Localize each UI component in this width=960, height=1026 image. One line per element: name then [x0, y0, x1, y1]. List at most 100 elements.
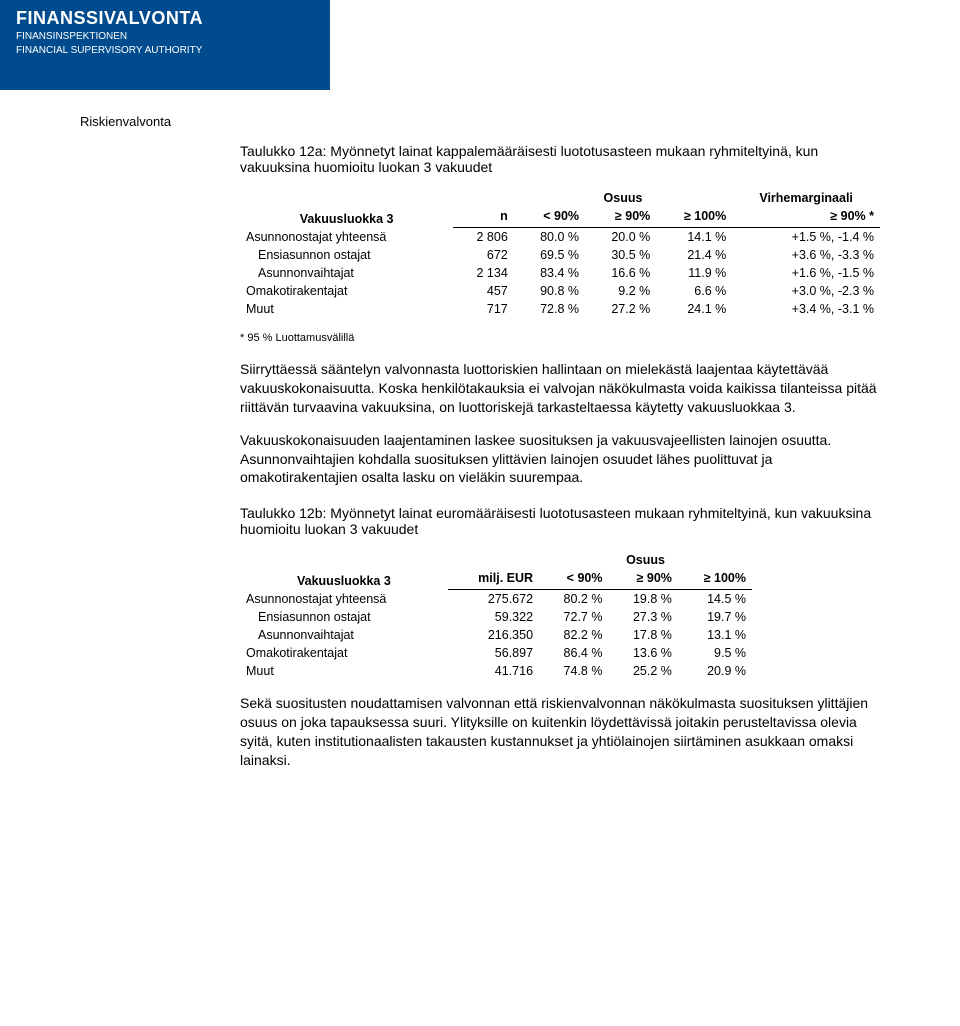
cell: 9.5 %	[678, 644, 752, 662]
cell: 80.0 %	[514, 228, 585, 247]
cell: 24.1 %	[656, 300, 732, 318]
cell: 69.5 %	[514, 246, 585, 264]
table-row: Asunnonvaihtajat2 13483.4 %16.6 %11.9 %+…	[240, 264, 880, 282]
brand-sub1: FINANSINSPEKTIONEN	[16, 31, 203, 43]
cell: Omakotirakentajat	[240, 644, 448, 662]
cell: 11.9 %	[656, 264, 732, 282]
section-label: Riskienvalvonta	[80, 114, 880, 129]
cell: 14.1 %	[656, 228, 732, 247]
doc-date: 21.11.2012	[360, 31, 940, 46]
table-row: Ensiasunnon ostajat59.32272.7 %27.3 %19.…	[240, 608, 752, 626]
cell: 86.4 %	[539, 644, 608, 662]
cell: 717	[453, 300, 514, 318]
cell: 27.2 %	[585, 300, 656, 318]
paragraph-3: Sekä suositusten noudattamisen valvonnan…	[240, 694, 880, 770]
t12b-h-ge90: ≥ 90%	[608, 569, 677, 590]
cell: Asunnonostajat yhteensä	[240, 590, 448, 609]
cell: +3.6 %, -3.3 %	[732, 246, 880, 264]
table-row: Omakotirakentajat45790.8 %9.2 %6.6 %+3.0…	[240, 282, 880, 300]
cell: 19.7 %	[678, 608, 752, 626]
t12a-footnote: * 95 % Luottamusvälillä	[240, 332, 880, 344]
cell: 82.2 %	[539, 626, 608, 644]
t12a-h-lt90: < 90%	[514, 207, 585, 228]
t12b-body: Asunnonostajat yhteensä275.67280.2 %19.8…	[240, 590, 752, 681]
t12a-h-ge90: ≥ 90%	[585, 207, 656, 228]
cell: 21.4 %	[656, 246, 732, 264]
t12a-group-label: Vakuusluokka 3	[240, 189, 453, 228]
table-12a: Vakuusluokka 3 Osuus Virhemarginaali n <…	[240, 189, 880, 318]
table-row: Asunnonvaihtajat216.35082.2 %17.8 %13.1 …	[240, 626, 752, 644]
cell: +3.0 %, -2.3 %	[732, 282, 880, 300]
cell: 14.5 %	[678, 590, 752, 609]
table-12b: Vakuusluokka 3 Osuus milj. EUR < 90% ≥ 9…	[240, 551, 752, 680]
paragraph-2: Vakuuskokonaisuuden laajentaminen laskee…	[240, 431, 880, 488]
cell: 275.672	[448, 590, 539, 609]
table-row: Muut71772.8 %27.2 %24.1 %+3.4 %, -3.1 %	[240, 300, 880, 318]
t12a-h-ge90s: ≥ 90% *	[732, 207, 880, 228]
paragraph-1: Siirryttäessä sääntelyn valvonnasta luot…	[240, 360, 880, 417]
t12b-h-ge100: ≥ 100%	[678, 569, 752, 590]
cell: Ensiasunnon ostajat	[240, 246, 453, 264]
cell: 216.350	[448, 626, 539, 644]
t12a-virhe-label: Virhemarginaali	[732, 189, 880, 207]
t12b-group-label: Vakuusluokka 3	[240, 551, 448, 590]
cell: Asunnonostajat yhteensä	[240, 228, 453, 247]
cell: 30.5 %	[585, 246, 656, 264]
cell: 16.6 %	[585, 264, 656, 282]
cell: 72.7 %	[539, 608, 608, 626]
cell: 56.897	[448, 644, 539, 662]
cell: Muut	[240, 300, 453, 318]
cell: 72.8 %	[514, 300, 585, 318]
cell: 20.9 %	[678, 662, 752, 680]
header-banner: FINANSSIVALVONTA FINANSINSPEKTIONEN FINA…	[0, 0, 960, 90]
table-row: Omakotirakentajat56.89786.4 %13.6 %9.5 %	[240, 644, 752, 662]
page-number: 13 (15)	[899, 6, 940, 21]
cell: 59.322	[448, 608, 539, 626]
table12b-caption: Taulukko 12b: Myönnetyt lainat euromäärä…	[240, 505, 880, 537]
t12b-h-n: milj. EUR	[448, 569, 539, 590]
doc-title: Analyysiraportti	[360, 6, 459, 21]
cell: Asunnonvaihtajat	[240, 626, 448, 644]
t12b-osuus-label: Osuus	[539, 551, 752, 569]
cell: Asunnonvaihtajat	[240, 264, 453, 282]
cell: Omakotirakentajat	[240, 282, 453, 300]
cell: +1.6 %, -1.5 %	[732, 264, 880, 282]
cell: 6.6 %	[656, 282, 732, 300]
cell: Muut	[240, 662, 448, 680]
brand-sub2: FINANCIAL SUPERVISORY AUTHORITY	[16, 45, 203, 57]
cell: 25.2 %	[608, 662, 677, 680]
table-row: Ensiasunnon ostajat67269.5 %30.5 %21.4 %…	[240, 246, 880, 264]
t12b-h-lt90: < 90%	[539, 569, 608, 590]
table12a-caption: Taulukko 12a: Myönnetyt lainat kappalemä…	[240, 143, 880, 175]
t12a-h-n: n	[453, 207, 514, 228]
cell: +3.4 %, -3.1 %	[732, 300, 880, 318]
brand-block: FINANSSIVALVONTA FINANSINSPEKTIONEN FINA…	[16, 8, 203, 57]
cell: +1.5 %, -1.4 %	[732, 228, 880, 247]
cell: 13.1 %	[678, 626, 752, 644]
doc-classification: Julkinen	[360, 56, 940, 71]
cell: 74.8 %	[539, 662, 608, 680]
cell: 20.0 %	[585, 228, 656, 247]
t12a-h-ge100: ≥ 100%	[656, 207, 732, 228]
t12a-body: Asunnonostajat yhteensä2 80680.0 %20.0 %…	[240, 228, 880, 319]
cell: 9.2 %	[585, 282, 656, 300]
cell: 80.2 %	[539, 590, 608, 609]
doc-meta-block: Analyysiraportti 13 (15) 21.11.2012 Julk…	[330, 0, 960, 90]
content: Riskienvalvonta Taulukko 12a: Myönnetyt …	[0, 90, 960, 808]
cell: 672	[453, 246, 514, 264]
table-row: Asunnonostajat yhteensä2 80680.0 %20.0 %…	[240, 228, 880, 247]
cell: 41.716	[448, 662, 539, 680]
cell: Ensiasunnon ostajat	[240, 608, 448, 626]
cell: 2 806	[453, 228, 514, 247]
cell: 2 134	[453, 264, 514, 282]
cell: 13.6 %	[608, 644, 677, 662]
t12a-osuus-label: Osuus	[514, 189, 732, 207]
cell: 457	[453, 282, 514, 300]
table-row: Asunnonostajat yhteensä275.67280.2 %19.8…	[240, 590, 752, 609]
cell: 27.3 %	[608, 608, 677, 626]
table-row: Muut41.71674.8 %25.2 %20.9 %	[240, 662, 752, 680]
cell: 19.8 %	[608, 590, 677, 609]
cell: 83.4 %	[514, 264, 585, 282]
cell: 17.8 %	[608, 626, 677, 644]
cell: 90.8 %	[514, 282, 585, 300]
